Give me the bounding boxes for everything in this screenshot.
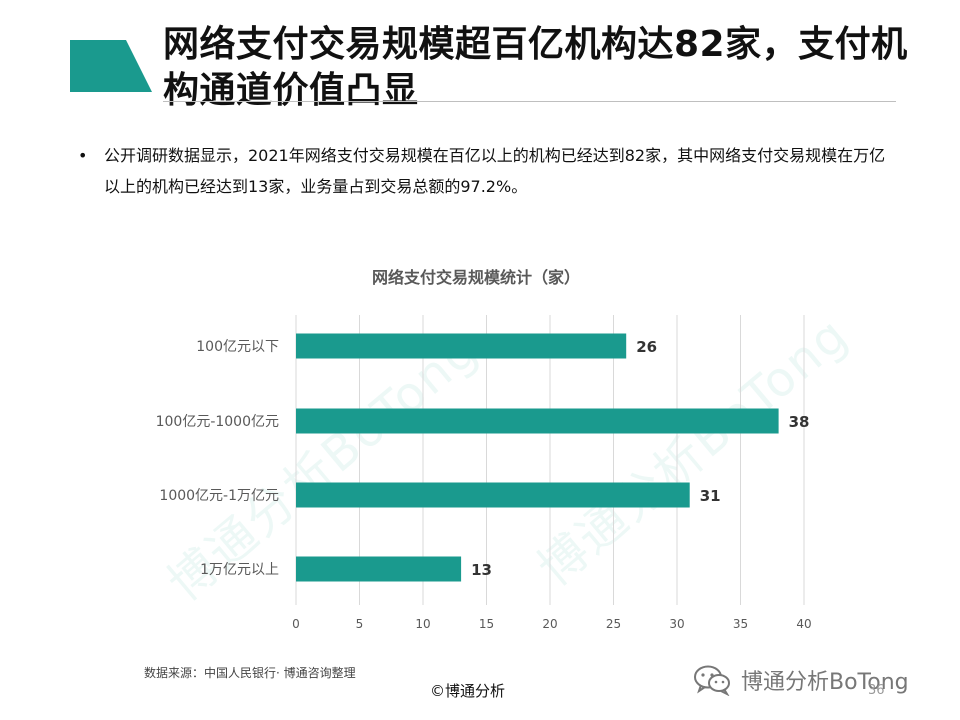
data-label: 13 [471,561,492,579]
data-source: 数据来源：中国人民银行· 博通咨询整理 [144,666,356,680]
chart-title: 网络支付交易规模统计（家） [372,268,580,287]
x-tick-label: 30 [669,617,684,631]
title-divider [163,101,896,102]
data-label: 31 [700,487,721,505]
bar [296,333,627,359]
category-label: 100亿元以下 [196,339,279,355]
wechat-icon [694,665,730,696]
category-label: 1000亿元-1万亿元 [159,488,279,504]
category-label: 1万亿元以上 [200,562,279,578]
x-tick-label: 35 [733,617,748,631]
x-tick-label: 0 [292,617,300,631]
x-tick-label: 15 [479,617,494,631]
data-label: 38 [789,413,810,431]
data-label: 26 [636,338,657,356]
x-tick-label: 5 [356,617,364,631]
x-tick-label: 20 [542,617,557,631]
bullet-text: 公开调研数据显示，2021年网络支付交易规模在百亿以上的机构已经达到82家，其中… [104,146,886,196]
bullet-marker: • [78,146,88,165]
brand-logo: 博通分析BoTong [693,664,909,696]
page-number: 36 [868,683,885,698]
bar [296,408,779,434]
x-tick-label: 25 [606,617,621,631]
bar [296,482,690,508]
brand-name: 博通分析BoTong [741,670,909,695]
slide-title: 网络支付交易规模超百亿机构达82家，支付机构通道价值凸显 [163,24,908,111]
title-accent-shape [70,40,152,92]
bar [296,556,462,582]
copyright-text: ©博通分析 [430,682,506,700]
category-label: 100亿元-1000亿元 [156,414,279,430]
x-tick-label: 40 [796,617,811,631]
x-tick-label: 10 [415,617,430,631]
